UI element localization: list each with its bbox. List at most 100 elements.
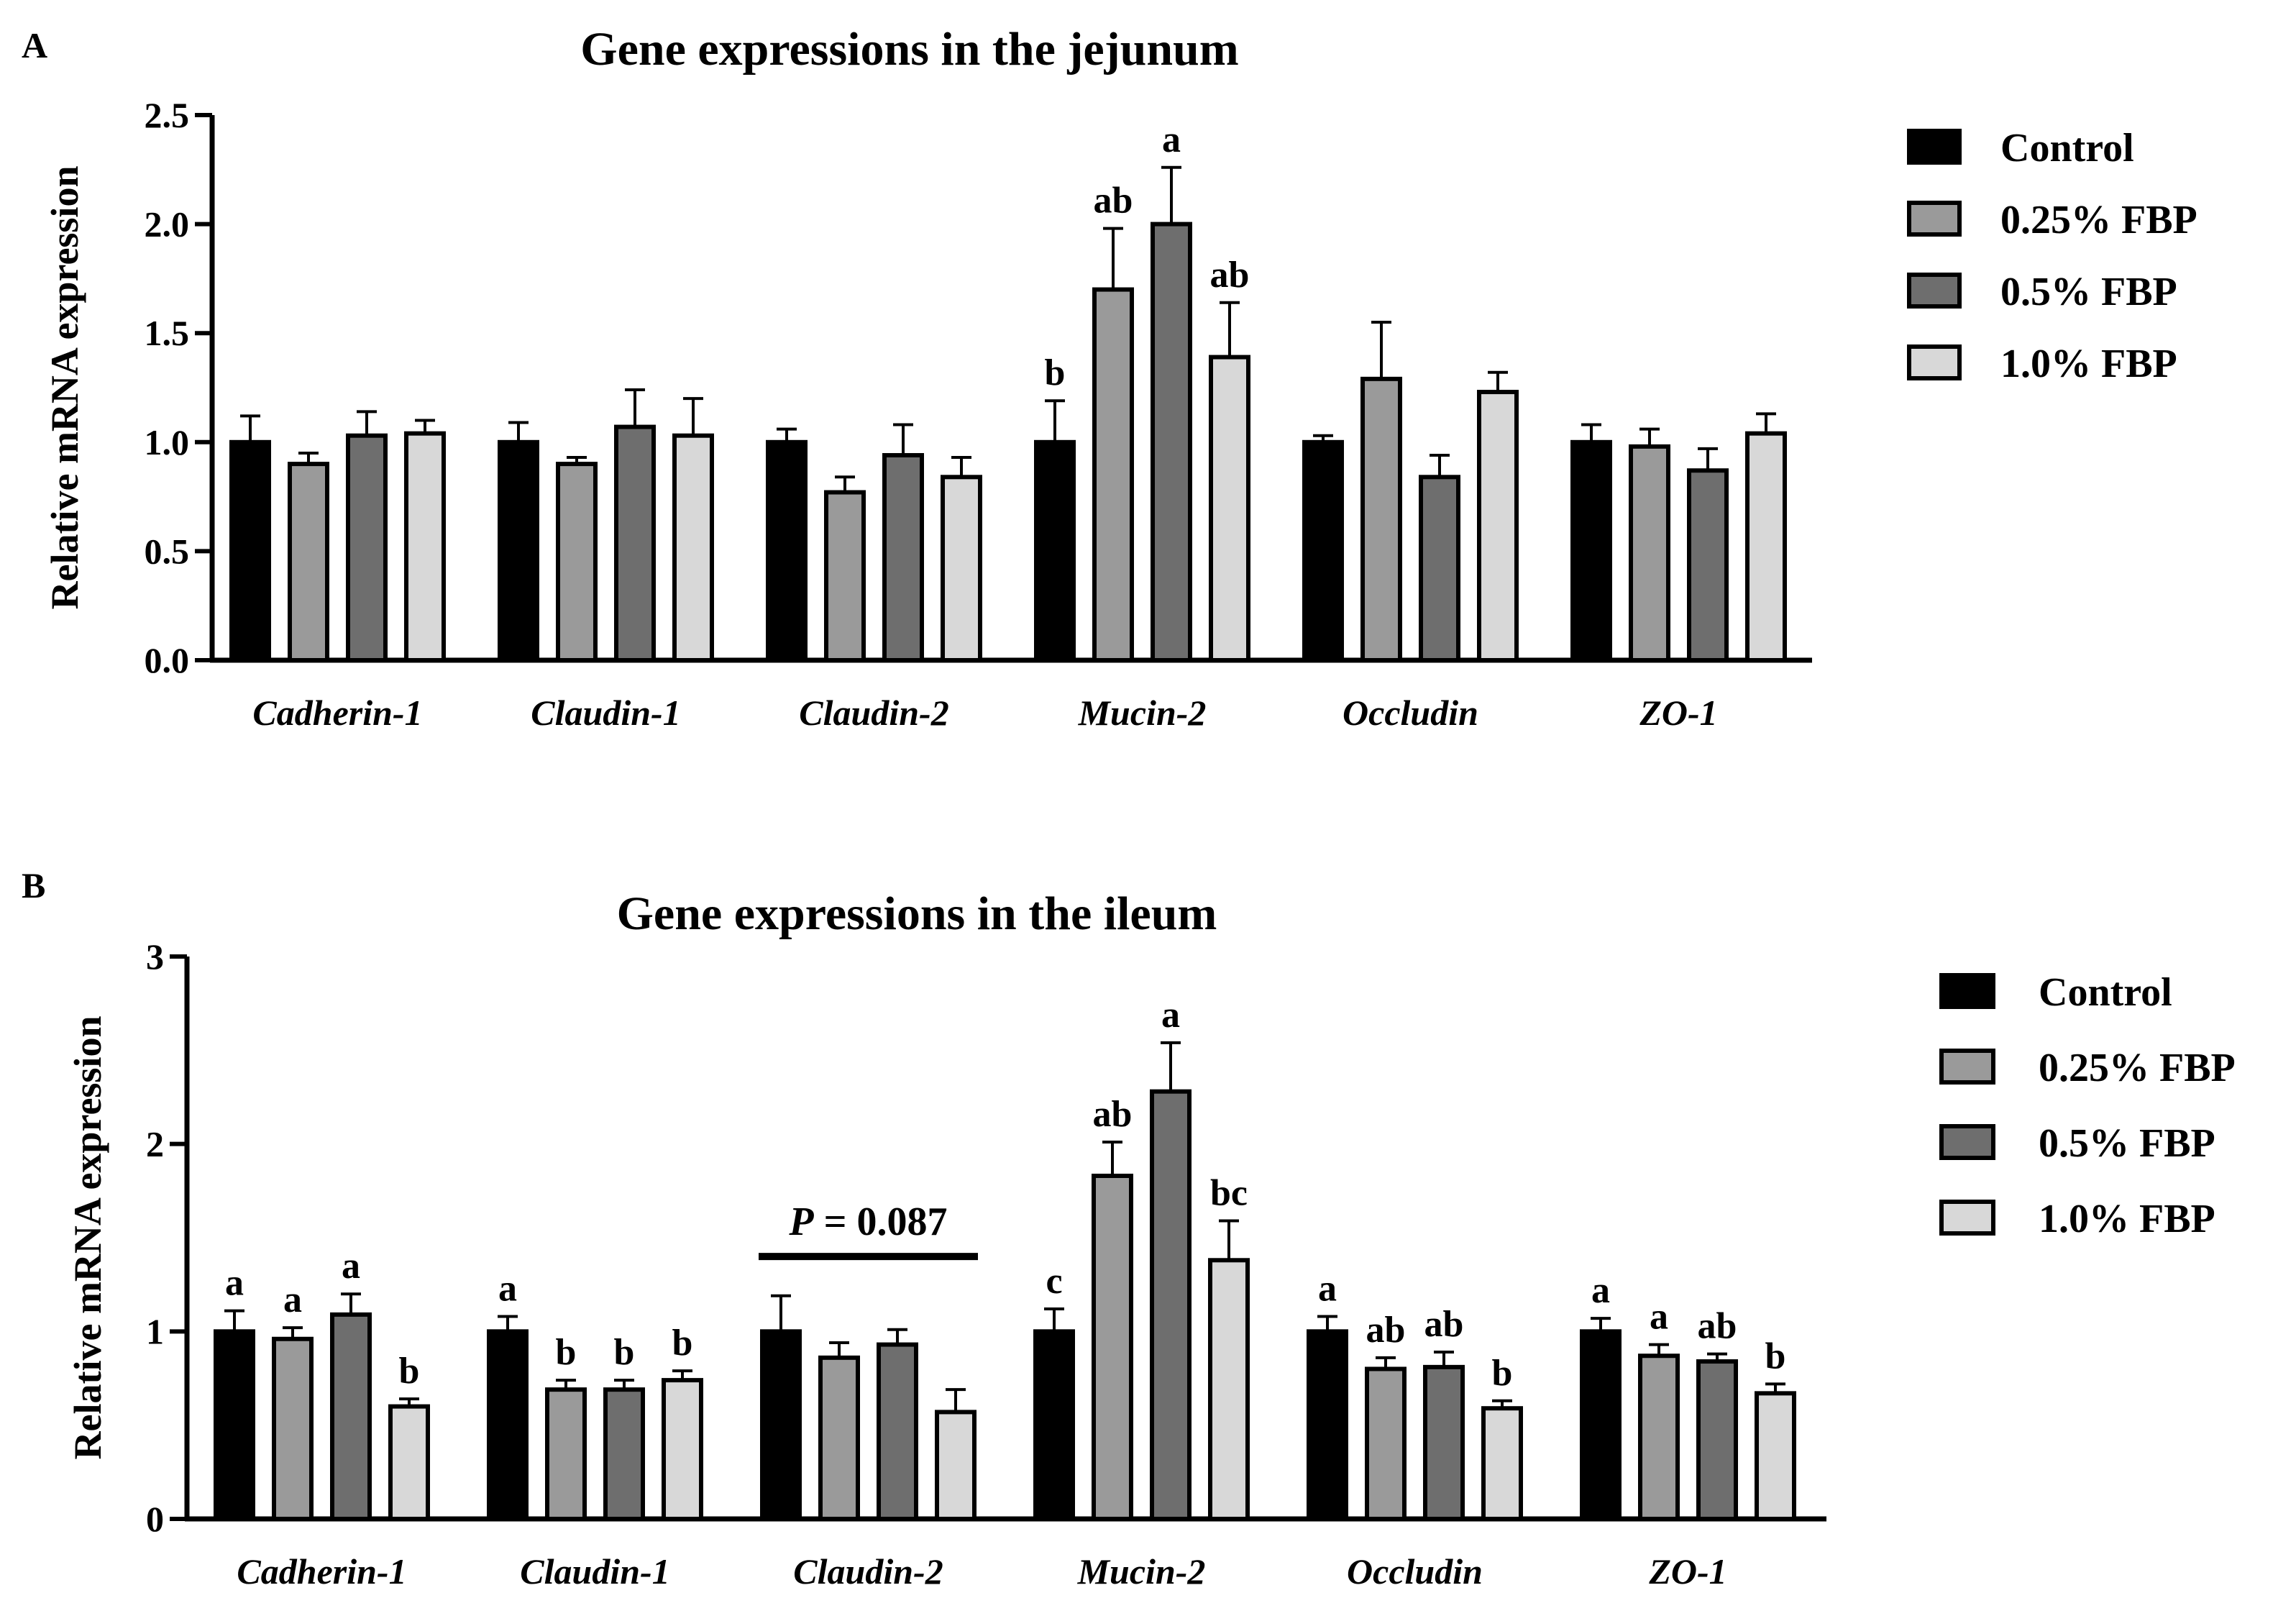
significance-label: a: [498, 1268, 517, 1309]
bar: [877, 1342, 918, 1521]
significance-label: b: [1492, 1353, 1513, 1394]
p-value: = 0.087: [814, 1200, 948, 1244]
bar: [346, 433, 388, 662]
bar: [229, 439, 271, 662]
y-tick-label: 2.0: [145, 204, 190, 245]
legend-label: 0.25% FBP: [2000, 198, 2197, 242]
chart-panel-b: B Gene expressions in the ileum Relative m…: [22, 865, 2236, 1592]
bar: [824, 490, 866, 663]
x-tick-label: Cadherin-1: [237, 1551, 406, 1592]
legend-label: 0.25% FBP: [2039, 1046, 2236, 1090]
chart-title: Gene expressions in the jejunum: [580, 23, 1239, 76]
significance-label: b: [672, 1323, 693, 1364]
significance-label: a: [1591, 1270, 1610, 1311]
x-tick-label: Claudin-2: [799, 693, 948, 733]
bar: [662, 1378, 703, 1522]
bar: [1638, 1353, 1680, 1521]
significance-label: b: [556, 1332, 577, 1373]
panel-letter: B: [22, 865, 45, 905]
x-tick-label: Claudin-1: [520, 1551, 669, 1592]
y-tick-label: 1.5: [145, 313, 190, 353]
significance-label: a: [1318, 1268, 1337, 1309]
x-tick-label: Occludin: [1343, 693, 1478, 733]
significance-label: ab: [1094, 181, 1133, 222]
legend-label: Control: [2000, 126, 2134, 170]
bar: [1360, 376, 1402, 662]
bar: [1580, 1329, 1622, 1522]
legend-swatch: [1939, 1049, 1995, 1085]
significance-label: b: [399, 1351, 420, 1392]
legend-swatch: [1939, 1200, 1995, 1236]
chart-title: Gene expressions in the ileum: [617, 887, 1217, 940]
bar: [672, 433, 714, 662]
x-tick-label: Cadherin-1: [252, 693, 422, 733]
bar: [1209, 355, 1250, 662]
bar: [1481, 1406, 1523, 1521]
bar: [1302, 439, 1344, 662]
bar: [388, 1404, 430, 1521]
bar: [1745, 431, 1787, 662]
bar: [1629, 444, 1670, 662]
bar: [603, 1387, 645, 1522]
bar: [760, 1329, 802, 1522]
y-tick-label: 3: [146, 936, 164, 977]
bar: [1419, 475, 1460, 663]
significance-label: ab: [1210, 255, 1250, 296]
legend-swatch: [1939, 1124, 1995, 1160]
legend-swatch: [1907, 344, 1962, 380]
bar: [545, 1387, 587, 1522]
y-axis-label: Relative mRNA expression: [66, 1016, 109, 1460]
bar: [1033, 1329, 1075, 1522]
significance-label: ab: [1698, 1306, 1737, 1347]
legend-swatch: [1907, 201, 1962, 237]
significance-label: a: [1650, 1297, 1668, 1338]
significance-label: ab: [1093, 1094, 1133, 1135]
significance-label: b: [1045, 352, 1066, 393]
bar: [882, 452, 924, 662]
y-tick-label: 2: [146, 1124, 164, 1164]
y-axis-label: Relative mRNA expression: [43, 166, 86, 610]
bar: [404, 431, 446, 662]
significance-label: a: [342, 1246, 360, 1287]
significance-label: a: [283, 1279, 302, 1320]
bar: [614, 424, 656, 662]
bar: [935, 1410, 977, 1522]
x-tick-label: Mucin-2: [1077, 1551, 1206, 1592]
legend-label: Control: [2039, 970, 2172, 1015]
x-tick-label: ZO-1: [1648, 1551, 1726, 1592]
legend-label: 1.0% FBP: [2039, 1197, 2215, 1241]
significance-label: ab: [1424, 1304, 1464, 1345]
bar: [1034, 439, 1076, 662]
bar: [272, 1336, 314, 1522]
bar: [1423, 1364, 1465, 1521]
significance-label: a: [1161, 995, 1180, 1036]
legend: Control 0.25% FBP 0.5% FBP 1.0% FBP: [1939, 970, 2236, 1241]
significance-label: bc: [1210, 1173, 1248, 1214]
significance-label: c: [1046, 1261, 1062, 1302]
bar: [556, 462, 598, 662]
y-tick-label: 2.5: [145, 95, 190, 135]
p-value-annotation: P = 0.087: [788, 1200, 947, 1244]
bar: [1307, 1329, 1348, 1522]
bar: [330, 1312, 372, 1521]
legend-swatch: [1939, 973, 1995, 1009]
legend: Control 0.25% FBP 0.5% FBP 1.0% FBP: [1907, 126, 2197, 386]
bar: [1477, 390, 1519, 663]
y-tick-label: 1.0: [145, 422, 190, 462]
y-tick-label: 0: [146, 1499, 164, 1539]
significance-label: a: [225, 1263, 244, 1304]
significance-label: ab: [1366, 1310, 1406, 1351]
legend-swatch: [1907, 273, 1962, 309]
bar: [1755, 1391, 1796, 1522]
x-tick-label: Mucin-2: [1078, 693, 1207, 733]
legend-label: 0.5% FBP: [2000, 270, 2177, 314]
significance-label: b: [614, 1332, 635, 1373]
x-tick-label: Claudin-1: [531, 693, 680, 733]
chart-panel-a: A Gene expressions in the jejunum Relative…: [22, 23, 2197, 733]
p-symbol: P: [788, 1200, 814, 1244]
bar: [1696, 1359, 1738, 1522]
bar: [1687, 468, 1729, 662]
y-tick-label: 1: [146, 1311, 164, 1351]
x-tick-label: Claudin-2: [793, 1551, 943, 1592]
x-tick-label: Occludin: [1347, 1551, 1483, 1592]
